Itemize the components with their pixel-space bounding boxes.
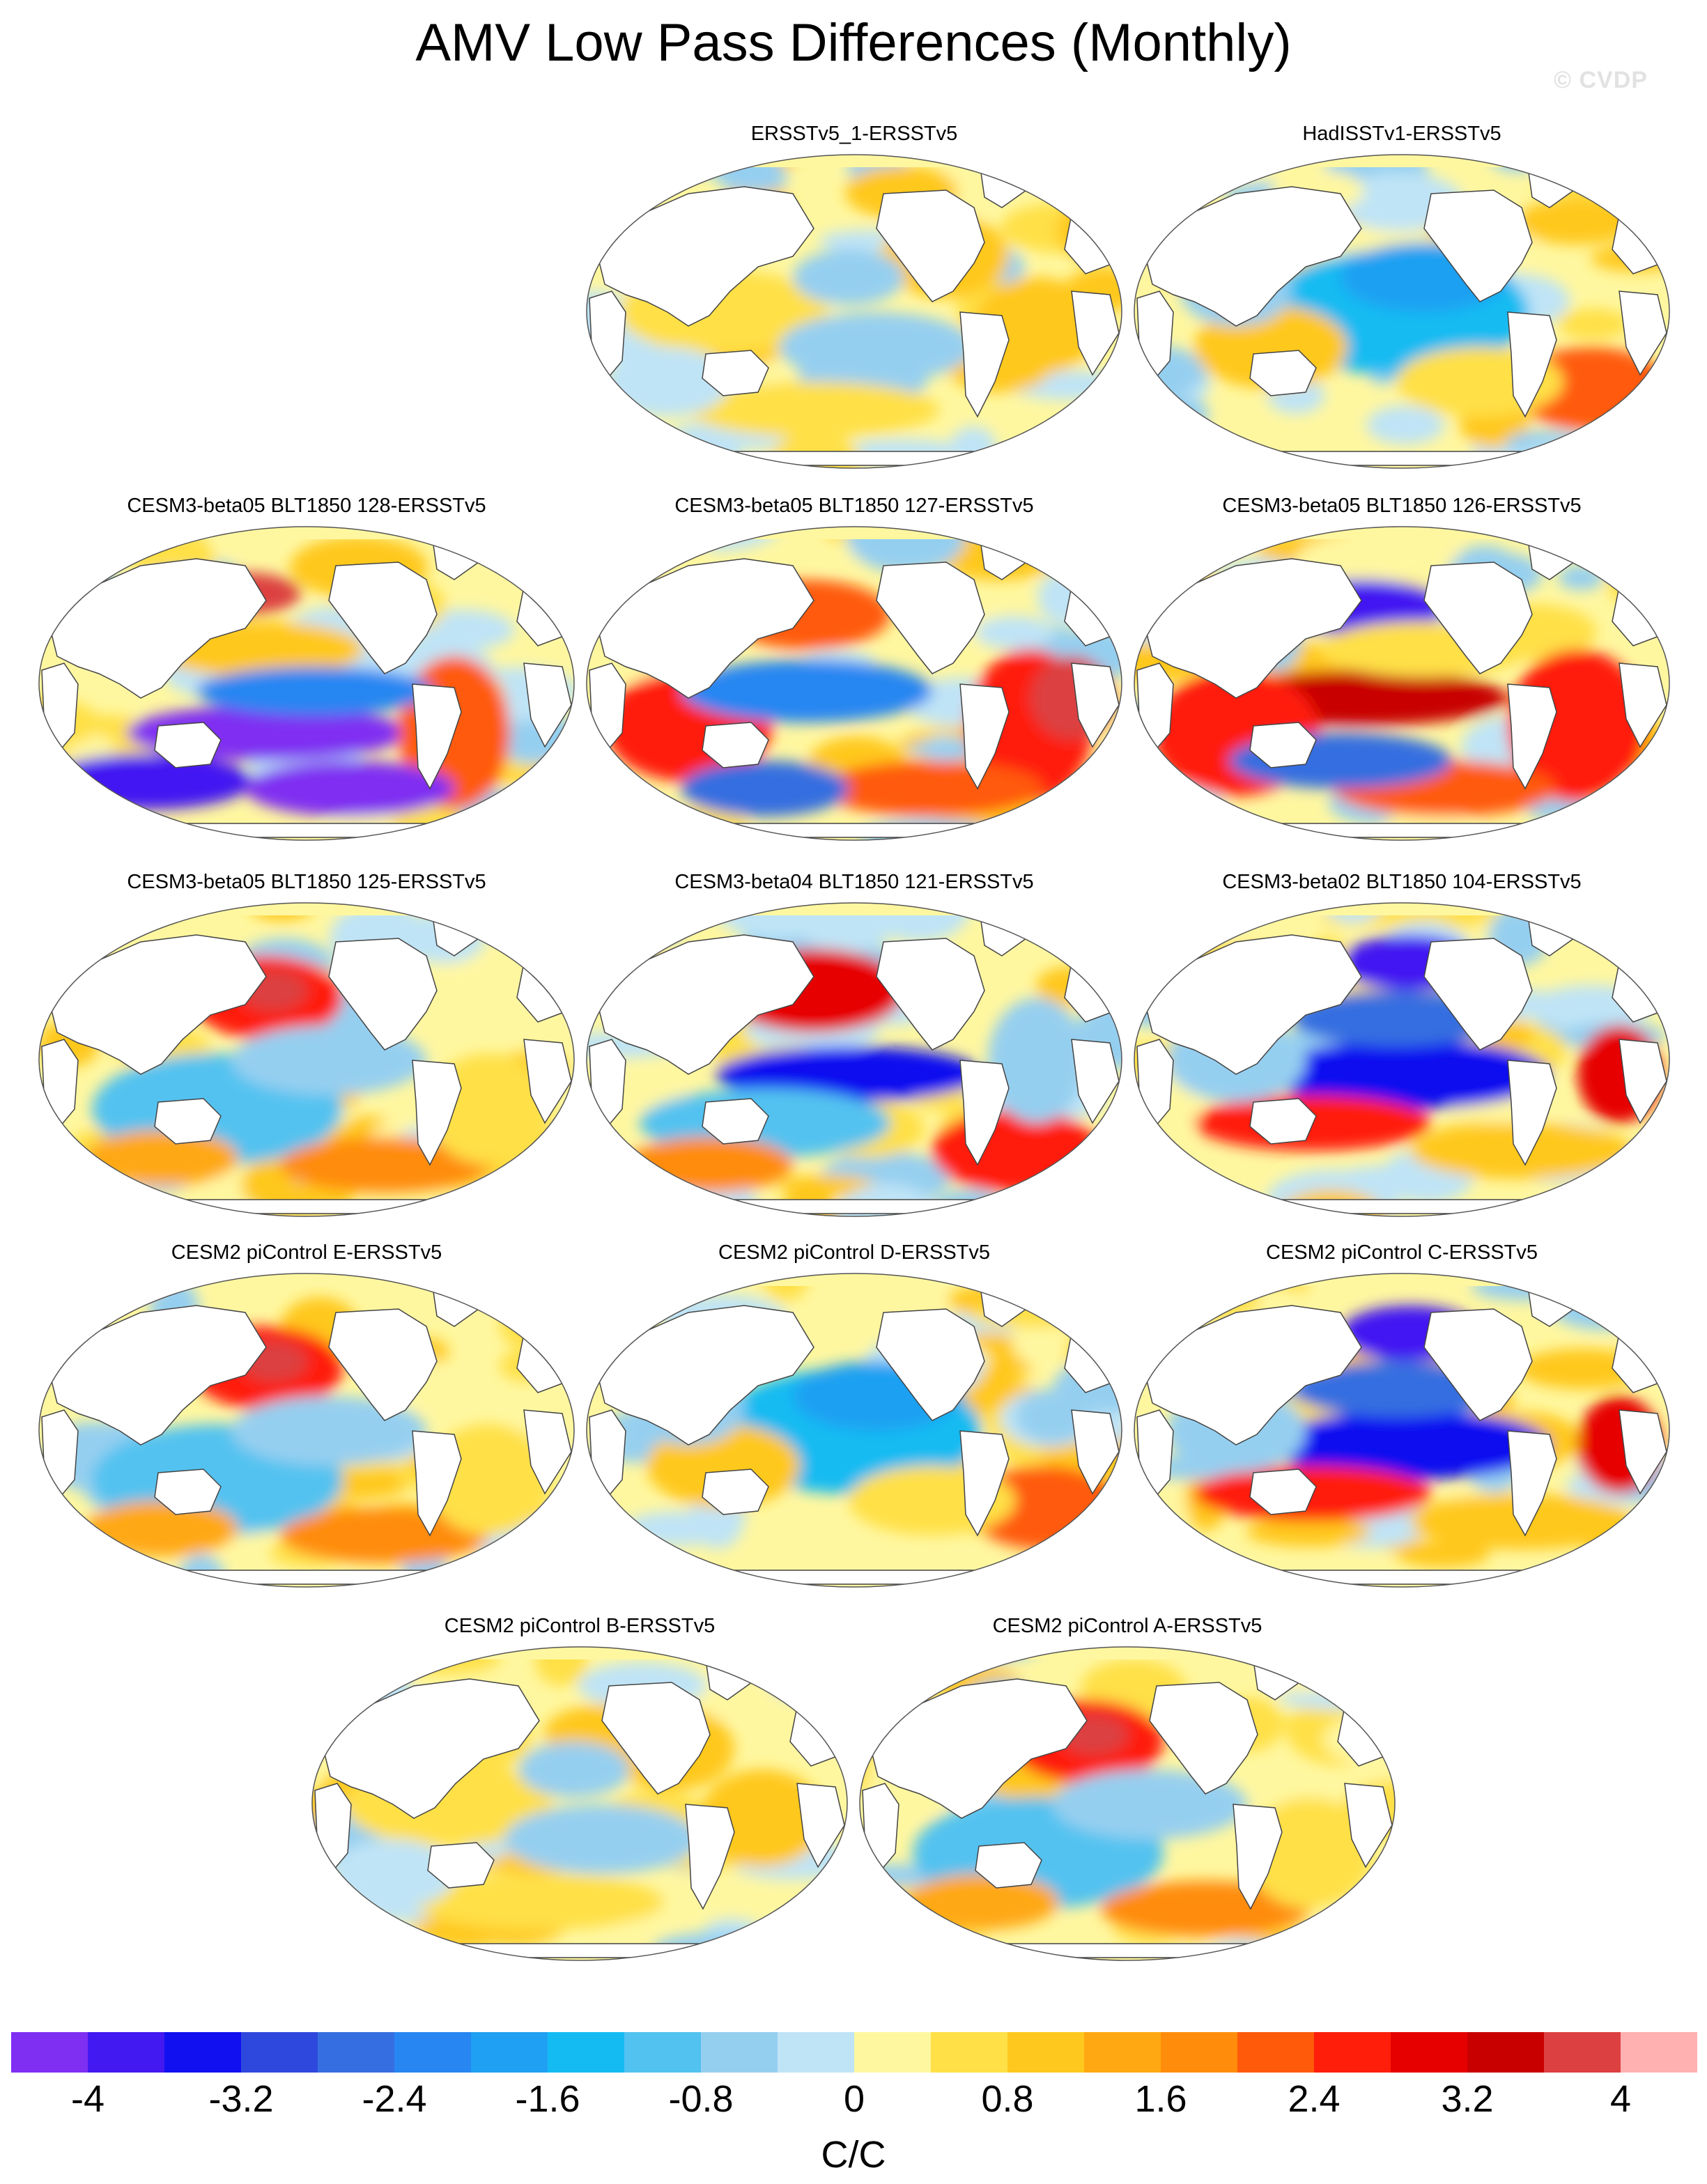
colorbar-swatch [1007, 2032, 1085, 2073]
panel-title: CESM2 piControl D-ERSSTv5 [718, 1241, 990, 1264]
colorbar-tick-label: -2.4 [362, 2078, 427, 2120]
robinson-map [1134, 902, 1670, 1217]
colorbar-swatch [471, 2032, 548, 2073]
colorbar-swatch [854, 2032, 932, 2073]
panel-title: CESM2 piControl A-ERSSTv5 [992, 1615, 1262, 1637]
colorbar-swatch [778, 2032, 855, 2073]
colorbar-swatch [88, 2032, 165, 2073]
colorbar-swatch [318, 2032, 395, 2073]
colorbar-swatch [1544, 2032, 1621, 2073]
panel-title: CESM3-beta05 BLT1850 127-ERSSTv5 [674, 495, 1034, 517]
colorbar-tick-label: -4 [70, 2078, 105, 2120]
map-panel: CESM2 piControl B-ERSSTv5 [309, 1615, 850, 1963]
map-panel: CESM3-beta05 BLT1850 128-ERSSTv5 [36, 495, 577, 843]
map-panel: CESM2 piControl A-ERSSTv5 [857, 1615, 1398, 1963]
colorbar-swatch [931, 2032, 1008, 2073]
colorbar-swatch [1391, 2032, 1468, 2073]
colorbar-swatch [394, 2032, 472, 2073]
panel-title: CESM2 piControl C-ERSSTv5 [1266, 1241, 1538, 1264]
panel-title: CESM3-beta05 BLT1850 128-ERSSTv5 [127, 495, 486, 517]
robinson-map [1134, 526, 1670, 841]
colorbar-swatch [164, 2032, 242, 2073]
panel-title: CESM3-beta05 BLT1850 126-ERSSTv5 [1222, 495, 1582, 517]
colorbar-swatch [241, 2032, 318, 2073]
robinson-map [859, 1646, 1396, 1961]
colorbar-swatch [624, 2032, 702, 2073]
colorbar-swatch [1161, 2032, 1238, 2073]
map-panel: CESM2 piControl C-ERSSTv5 [1131, 1241, 1672, 1590]
figure-title: AMV Low Pass Differences (Monthly) [415, 13, 1292, 72]
robinson-map [586, 154, 1122, 469]
colorbar-tick-label: 1.6 [1134, 2078, 1187, 2120]
colorbar-swatch [1084, 2032, 1161, 2073]
colorbar-swatch [1467, 2032, 1545, 2073]
colorbar-tick-label: -1.6 [515, 2078, 580, 2120]
colorbar-swatch [701, 2032, 778, 2073]
map-panel: CESM3-beta05 BLT1850 126-ERSSTv5 [1131, 495, 1672, 843]
colorbar-tick-label: 2.4 [1288, 2078, 1341, 2120]
colorbar-tick-label: 0 [843, 2078, 865, 2120]
map-panel: CESM2 piControl D-ERSSTv5 [584, 1241, 1125, 1590]
panel-title: CESM3-beta04 BLT1850 121-ERSSTv5 [674, 871, 1034, 893]
robinson-map [1134, 1273, 1670, 1588]
colorbar-swatch [548, 2032, 625, 2073]
colorbar-tick-label: -0.8 [668, 2078, 734, 2120]
colorbar-tick-label: -3.2 [208, 2078, 274, 2120]
panel-title: ERSSTv5_1-ERSSTv5 [750, 123, 958, 145]
robinson-map [586, 526, 1122, 841]
colorbar [11, 2032, 1697, 2073]
robinson-map [586, 902, 1122, 1217]
robinson-map [38, 902, 575, 1217]
colorbar-swatch [1621, 2032, 1697, 2073]
map-panel: CESM3-beta05 BLT1850 125-ERSSTv5 [36, 871, 577, 1219]
colorbar-tick-label: 3.2 [1441, 2078, 1494, 2120]
robinson-map [1134, 154, 1670, 469]
colorbar-tick-label: 0.8 [981, 2078, 1034, 2120]
colorbar-swatch [11, 2032, 88, 2073]
map-panel: ERSSTv5_1-ERSSTv5 [584, 123, 1125, 471]
panel-title: CESM3-beta02 BLT1850 104-ERSSTv5 [1222, 871, 1582, 893]
panel-title: CESM2 piControl E-ERSSTv5 [171, 1241, 442, 1264]
panel-title: CESM3-beta05 BLT1850 125-ERSSTv5 [127, 871, 486, 893]
panel-title: HadISSTv1-ERSSTv5 [1302, 123, 1501, 145]
colorbar-swatch [1237, 2032, 1315, 2073]
robinson-map [586, 1273, 1122, 1588]
robinson-map [38, 1273, 575, 1588]
colorbar-units: C/C [821, 2134, 886, 2176]
robinson-map [38, 526, 575, 841]
colorbar-tick-label: 4 [1609, 2078, 1632, 2120]
map-panel: HadISSTv1-ERSSTv5 [1131, 123, 1672, 471]
map-panel: CESM3-beta02 BLT1850 104-ERSSTv5 [1131, 871, 1672, 1219]
robinson-map [311, 1646, 848, 1961]
watermark: © CVDP [1554, 67, 1648, 93]
map-panel: CESM2 piControl E-ERSSTv5 [36, 1241, 577, 1590]
panel-title: CESM2 piControl B-ERSSTv5 [444, 1615, 716, 1637]
map-panel: CESM3-beta05 BLT1850 127-ERSSTv5 [584, 495, 1125, 843]
colorbar-swatch [1314, 2032, 1391, 2073]
map-panel: CESM3-beta04 BLT1850 121-ERSSTv5 [584, 871, 1125, 1219]
